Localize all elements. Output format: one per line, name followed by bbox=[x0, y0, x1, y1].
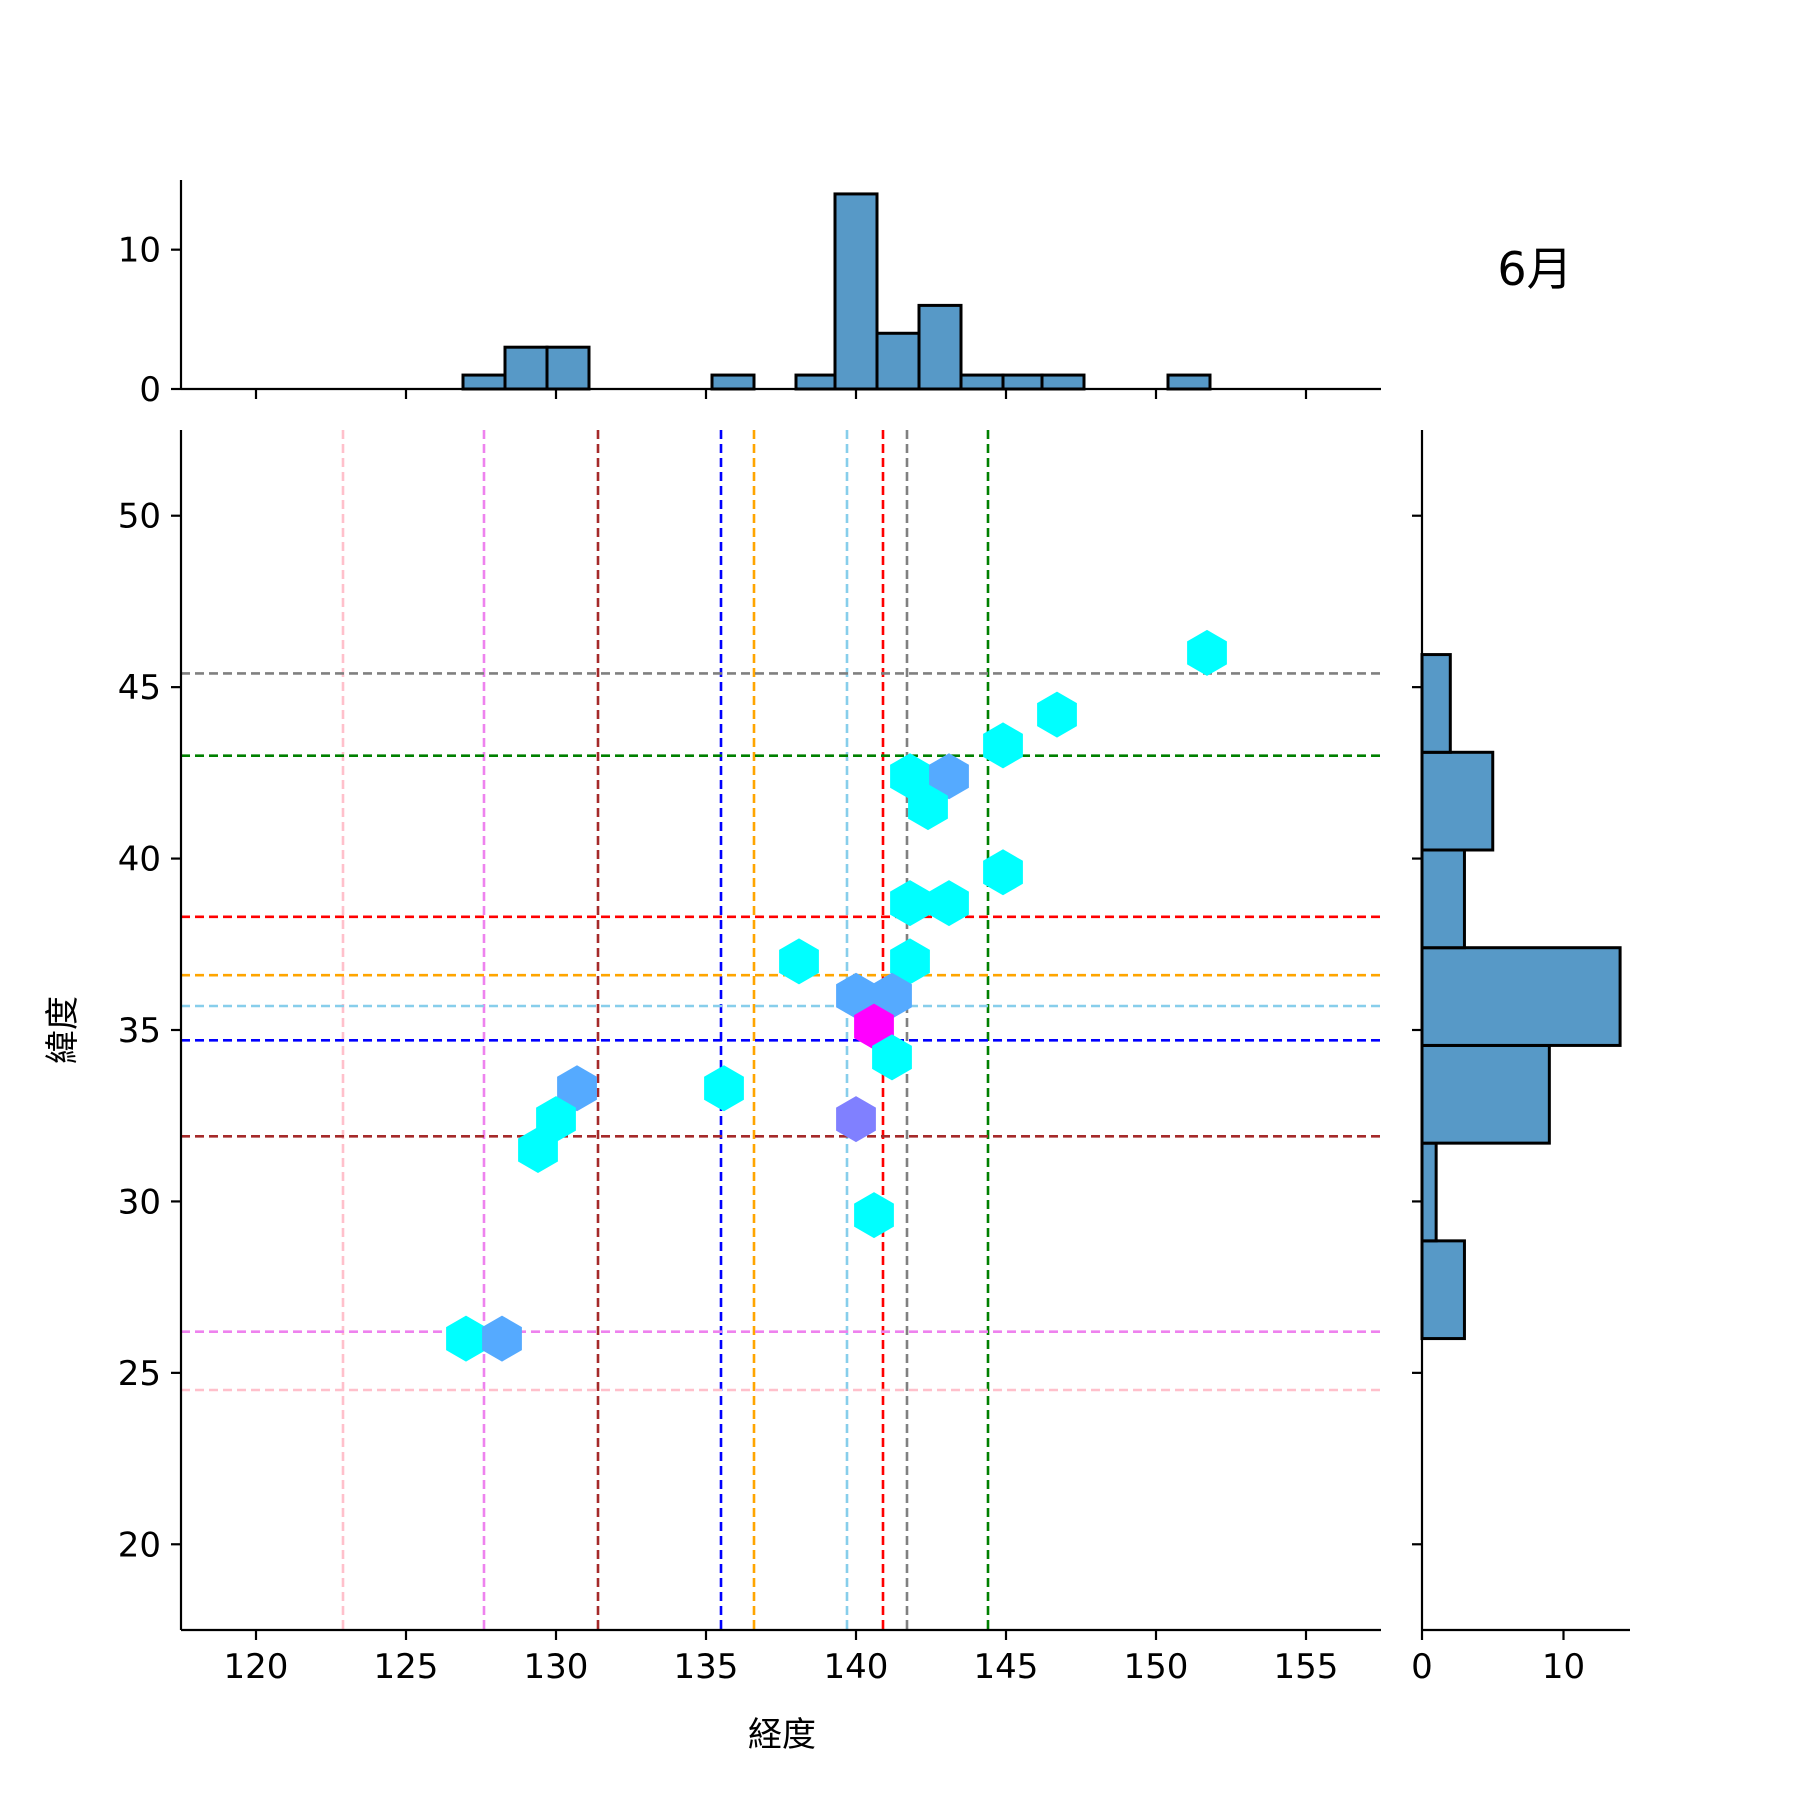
hexbin-layer bbox=[446, 629, 1227, 1362]
hexbin-cell bbox=[929, 880, 969, 927]
x-tick-label: 130 bbox=[524, 1647, 589, 1687]
latitude-histogram-bar bbox=[1420, 946, 1622, 1047]
y-tick-label: 45 bbox=[118, 668, 161, 708]
x-tick-label: 155 bbox=[1274, 1647, 1339, 1687]
y-tick-label: 35 bbox=[118, 1011, 161, 1051]
hexbin-cell bbox=[854, 1003, 894, 1050]
x-tick-label: 140 bbox=[824, 1647, 889, 1687]
reference-lines bbox=[181, 430, 1381, 1630]
y-tick-label: 50 bbox=[118, 497, 161, 537]
hexbin-cell bbox=[1187, 629, 1227, 676]
longitude-histogram-bar bbox=[1166, 373, 1212, 391]
hexbin-cell bbox=[890, 880, 930, 927]
month-title: 6月 bbox=[1497, 242, 1572, 296]
hexbin-cell bbox=[446, 1315, 486, 1362]
hexbin-cell bbox=[836, 972, 876, 1019]
hexbin-cell bbox=[890, 938, 930, 985]
right-hist-count-label: 0 bbox=[1411, 1647, 1433, 1687]
latitude-histogram-bar bbox=[1420, 653, 1452, 754]
y-tick-label: 25 bbox=[118, 1354, 161, 1394]
longitude-histogram-bar bbox=[959, 373, 1005, 391]
top-hist-count-label: 10 bbox=[118, 231, 161, 271]
hexbin-cell bbox=[872, 1034, 912, 1081]
hexbin-cell bbox=[836, 1096, 876, 1143]
hexbin-cell bbox=[983, 849, 1023, 896]
longitude-histogram-bar bbox=[875, 331, 921, 391]
latitude-histogram-bar bbox=[1420, 1043, 1551, 1145]
hexbin-cell bbox=[929, 753, 969, 800]
x-tick-label: 145 bbox=[974, 1647, 1039, 1687]
hexbin-cell bbox=[1037, 691, 1077, 738]
longitude-histogram-bar bbox=[461, 373, 507, 391]
latitude-histogram-bar bbox=[1420, 1239, 1466, 1341]
longitude-histogram-bar bbox=[833, 192, 879, 391]
axes-layer: 120 125 130 135 140 145 150 155 20 25 30 35 40 45 50 0 1… bbox=[118, 180, 1630, 1687]
x-axis-label: 経度 bbox=[748, 1715, 816, 1755]
x-tick-label: 150 bbox=[1124, 1647, 1189, 1687]
hexbin-cell bbox=[908, 784, 948, 831]
hexbin-cell bbox=[482, 1315, 522, 1362]
hexbin-cell bbox=[983, 722, 1023, 769]
longitude-histogram-bar bbox=[917, 303, 963, 391]
x-tick-label: 120 bbox=[224, 1647, 289, 1687]
longitude-histogram-bar bbox=[1040, 373, 1086, 391]
longitude-histogram-bar bbox=[1001, 373, 1044, 391]
y-tick-label: 30 bbox=[118, 1182, 161, 1222]
marginal-histogram-longitude bbox=[461, 192, 1212, 391]
latitude-histogram-bar bbox=[1420, 848, 1466, 950]
longitude-histogram-bar bbox=[503, 345, 549, 391]
x-tick-label: 125 bbox=[374, 1647, 439, 1687]
latitude-histogram-bar bbox=[1420, 1141, 1438, 1243]
longitude-histogram-bar bbox=[794, 373, 837, 391]
hexbin-cell bbox=[536, 1096, 576, 1143]
hexbin-cell bbox=[890, 753, 930, 800]
top-hist-count-label: 0 bbox=[139, 370, 161, 410]
hexbin-cell bbox=[704, 1065, 744, 1112]
x-tick-label: 135 bbox=[674, 1647, 739, 1687]
y-tick-label: 40 bbox=[118, 840, 161, 880]
longitude-histogram-bar bbox=[710, 373, 756, 391]
hexbin-cell bbox=[557, 1065, 597, 1112]
hexbin-cell bbox=[854, 1192, 894, 1239]
latitude-histogram-bar bbox=[1420, 750, 1495, 852]
hexbin-cell bbox=[872, 972, 912, 1019]
marginal-histogram-latitude bbox=[1420, 653, 1622, 1341]
hexbin-cell bbox=[779, 938, 819, 985]
y-tick-label: 20 bbox=[118, 1525, 161, 1565]
right-hist-count-label: 10 bbox=[1542, 1647, 1585, 1687]
longitude-histogram-bar bbox=[545, 345, 591, 391]
y-axis-label: 緯度 bbox=[43, 996, 83, 1064]
hexbin-cell bbox=[518, 1127, 558, 1173]
